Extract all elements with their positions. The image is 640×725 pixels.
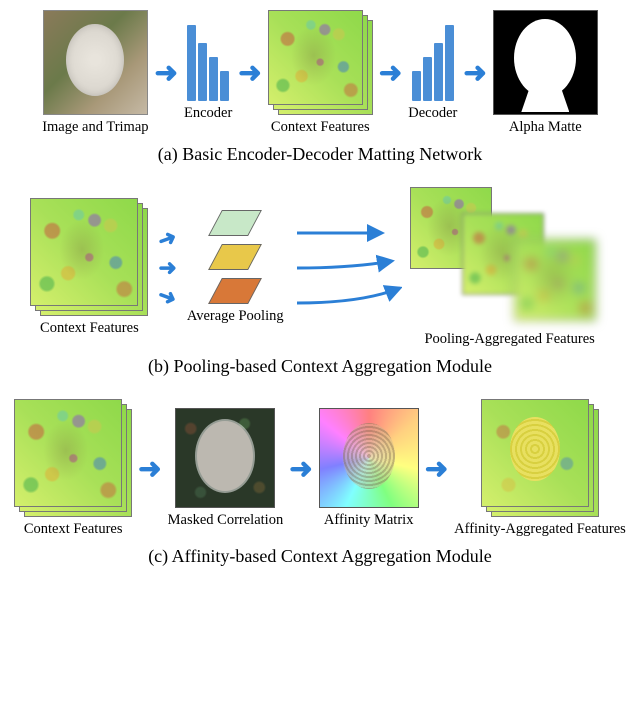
block-ctx-c: Context Features xyxy=(14,399,132,538)
label-input: Image and Trimap xyxy=(42,119,148,136)
row-a: Image and Trimap ➜ Encoder ➜ Context Fea… xyxy=(10,10,630,136)
block-pool: Average Pooling xyxy=(187,210,284,325)
block-poolout: Pooling-Aggregated Features xyxy=(410,187,610,348)
caption-b: (b) Pooling-based Context Aggregation Mo… xyxy=(10,356,630,377)
pool-op-1 xyxy=(208,210,262,236)
alpha-matte xyxy=(493,10,598,115)
block-decoder: Decoder xyxy=(408,25,457,122)
section-c: Context Features ➜ Masked Correlation ➜ … xyxy=(10,399,630,567)
arrow-icon: ➜ xyxy=(379,56,402,90)
pool-op-2 xyxy=(208,244,262,270)
label-encoder: Encoder xyxy=(184,105,232,122)
block-ctx: Context Features xyxy=(268,10,373,136)
pool-feat-3 xyxy=(514,239,596,321)
image-trimap xyxy=(43,10,148,115)
arrow-icon: ➜ xyxy=(155,281,181,312)
label-alpha: Alpha Matte xyxy=(509,119,582,136)
block-affagg: Affinity-Aggregated Features xyxy=(454,399,626,538)
block-ctx-b: Context Features xyxy=(30,198,148,337)
masked-corr xyxy=(175,408,275,508)
arrow-icon: ➜ xyxy=(138,452,161,486)
label-masked: Masked Correlation xyxy=(168,512,284,529)
arrow-icon: ➜ xyxy=(238,56,261,90)
pool-op-3 xyxy=(208,278,262,304)
arrow-icon: ➜ xyxy=(289,452,312,486)
label-ctx-c: Context Features xyxy=(24,521,123,538)
arrow-icon: ➜ xyxy=(463,56,486,90)
section-b: Context Features ➜ ➜ ➜ Average Pooling P… xyxy=(10,187,630,377)
context-features-stack-c xyxy=(14,399,132,517)
context-features-stack xyxy=(268,10,373,115)
label-ctx-b: Context Features xyxy=(40,320,139,337)
row-c: Context Features ➜ Masked Correlation ➜ … xyxy=(10,399,630,538)
label-affagg: Affinity-Aggregated Features xyxy=(454,521,626,538)
block-encoder: Encoder xyxy=(184,25,232,122)
label-affmat: Affinity Matrix xyxy=(324,512,414,529)
caption-a: (a) Basic Encoder-Decoder Matting Networ… xyxy=(10,144,630,165)
label-ctx: Context Features xyxy=(271,119,370,136)
pool-cascade xyxy=(410,187,610,327)
arrow-icon: ➜ xyxy=(155,56,178,90)
arrow-icon: ➜ xyxy=(155,223,181,254)
block-affmat: Affinity Matrix xyxy=(319,408,419,529)
pool-ops xyxy=(215,210,255,304)
merge-arrows xyxy=(292,213,402,323)
section-a: Image and Trimap ➜ Encoder ➜ Context Fea… xyxy=(10,10,630,165)
merge-svg xyxy=(292,213,402,323)
decoder-bars xyxy=(412,25,454,101)
label-decoder: Decoder xyxy=(408,105,457,122)
affagg-stack xyxy=(481,399,599,517)
block-alpha: Alpha Matte xyxy=(493,10,598,136)
arrow-icon: ➜ xyxy=(158,255,176,281)
caption-c: (c) Affinity-based Context Aggregation M… xyxy=(10,546,630,567)
affinity-matrix xyxy=(319,408,419,508)
label-pool: Average Pooling xyxy=(187,308,284,325)
block-masked: Masked Correlation xyxy=(168,408,284,529)
arrow-icon: ➜ xyxy=(425,452,448,486)
label-poolout: Pooling-Aggregated Features xyxy=(424,331,594,348)
context-features-stack-b xyxy=(30,198,148,316)
encoder-bars xyxy=(187,25,229,101)
row-b: Context Features ➜ ➜ ➜ Average Pooling P… xyxy=(10,187,630,348)
split-arrows: ➜ ➜ ➜ xyxy=(158,226,176,310)
block-input: Image and Trimap xyxy=(42,10,148,136)
